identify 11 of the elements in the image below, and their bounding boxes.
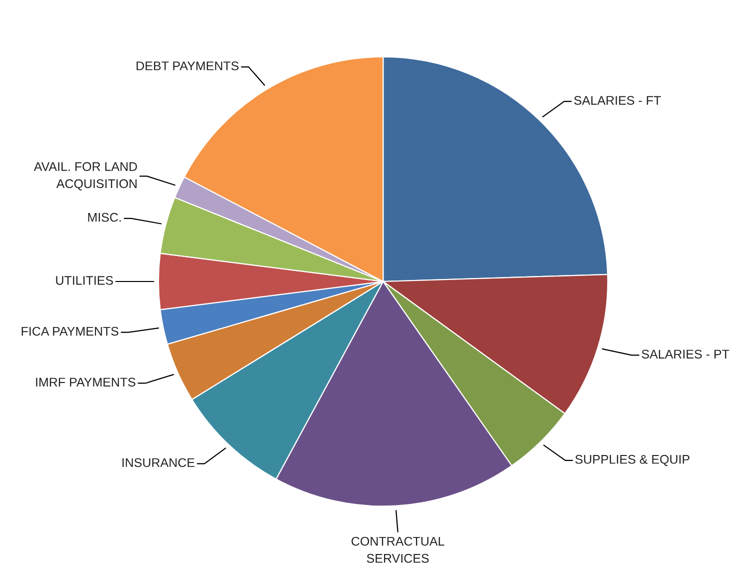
slice-label: FICA PAYMENTS [22,326,118,336]
slice-label: AVAIL. FOR LAND ACQUISITION [34,162,137,190]
slice-label: INSURANCE [122,458,194,468]
slice-label: IMRF PAYMENTS [36,378,136,387]
slice-label: CONTRACTUAL SERVICES [352,536,444,563]
slice-label: SALARIES - FT [574,96,661,105]
slice-label: DEBT PAYMENTS [136,61,239,70]
slice-label: SUPPLIES & EQUIP [575,454,690,466]
slice-label: SALARIES - PT [642,350,730,359]
slice-label: MISC. [88,212,121,222]
slice-label: UTILITIES [56,276,113,285]
